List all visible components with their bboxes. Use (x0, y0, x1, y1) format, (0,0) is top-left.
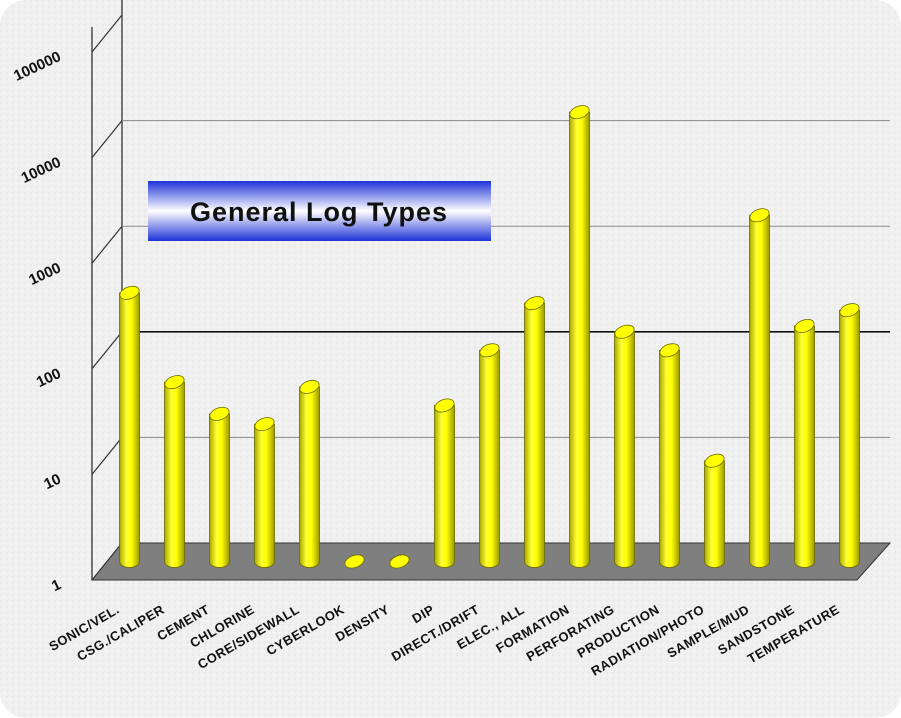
bar-top (389, 554, 410, 569)
title-box: General Log Types (148, 181, 491, 241)
bar-body (749, 214, 770, 568)
bar (434, 398, 455, 568)
bar-top (839, 303, 860, 318)
bar (524, 296, 545, 568)
bar (299, 379, 320, 568)
bar-body (569, 111, 590, 568)
bar-body (209, 413, 230, 568)
bar-top (254, 417, 275, 432)
bar-top (749, 208, 770, 223)
bar-top (704, 453, 725, 468)
bar-body (119, 292, 140, 568)
bar-top (299, 379, 320, 394)
bar (344, 554, 365, 569)
bar-top (569, 105, 590, 120)
y-gridline-side (91, 331, 123, 370)
chart-title: General Log Types (190, 197, 448, 227)
bar-top (794, 318, 815, 333)
y-gridline-side (91, 437, 123, 475)
bar-body (659, 349, 680, 568)
title-band (148, 181, 491, 241)
bar (164, 375, 185, 568)
bar-body (254, 423, 275, 568)
y-tick-label: 10 (41, 471, 63, 493)
bar-top (119, 285, 140, 300)
bar-top (614, 324, 635, 339)
bar-top (344, 554, 365, 569)
bar (794, 318, 815, 568)
bar-top (434, 398, 455, 413)
bar (479, 343, 500, 568)
bar-body (839, 309, 860, 568)
bar (839, 303, 860, 568)
bar-body (794, 325, 815, 568)
bar (569, 105, 590, 568)
bar-body (704, 460, 725, 568)
bar (704, 453, 725, 568)
bar (254, 417, 275, 568)
y-gridline-side (91, 14, 123, 53)
bar (119, 285, 140, 568)
bar (209, 406, 230, 568)
bar-body (524, 302, 545, 568)
bar-top (164, 375, 185, 390)
bar (749, 208, 770, 568)
bar-body (479, 349, 500, 568)
y-gridline-side (91, 225, 123, 264)
bar-body (164, 381, 185, 568)
bar (659, 343, 680, 568)
bar-body (434, 405, 455, 568)
bar-body (614, 331, 635, 568)
bar-top (524, 296, 545, 311)
bar-top (209, 406, 230, 421)
bar (389, 554, 410, 569)
bars (119, 105, 860, 569)
bar-body (299, 386, 320, 568)
bar (614, 324, 635, 568)
bar-top (479, 343, 500, 358)
y-gridline-side (91, 120, 123, 158)
bar-top (659, 343, 680, 358)
